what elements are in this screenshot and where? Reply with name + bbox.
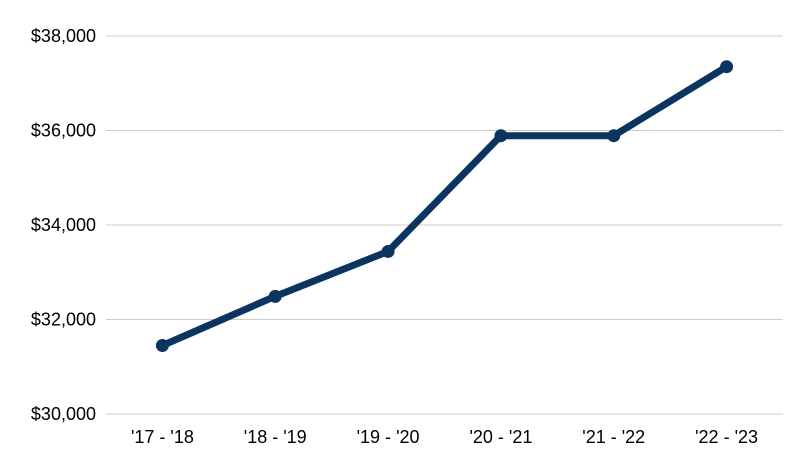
x-tick-label: '20 - '21 — [469, 427, 532, 447]
data-point — [720, 60, 734, 74]
x-tick-label: '18 - '19 — [244, 427, 307, 447]
y-tick-label: $34,000 — [31, 215, 96, 235]
data-point — [607, 129, 621, 143]
y-tick-label: $36,000 — [31, 121, 96, 141]
y-tick-label: $38,000 — [31, 26, 96, 46]
x-axis-tick-labels: '17 - '18 '18 - '19 '19 - '20 '20 - '21 '21 … — [131, 427, 758, 447]
data-point — [155, 338, 169, 352]
data-point — [381, 244, 395, 258]
series-line — [158, 63, 731, 349]
x-tick-label: '17 - '18 — [131, 427, 194, 447]
x-tick-label: '19 - '20 — [357, 427, 420, 447]
series-layer — [155, 60, 734, 352]
y-axis-tick-labels: $30,000 $32,000 $34,000 $36,000 $38,000 — [31, 26, 96, 424]
y-tick-label: $32,000 — [31, 310, 96, 330]
y-tick-label: $30,000 — [31, 404, 96, 424]
x-tick-label: '22 - '23 — [695, 427, 758, 447]
data-point — [268, 289, 282, 303]
x-tick-label: '21 - '22 — [582, 427, 645, 447]
data-point — [494, 129, 508, 143]
